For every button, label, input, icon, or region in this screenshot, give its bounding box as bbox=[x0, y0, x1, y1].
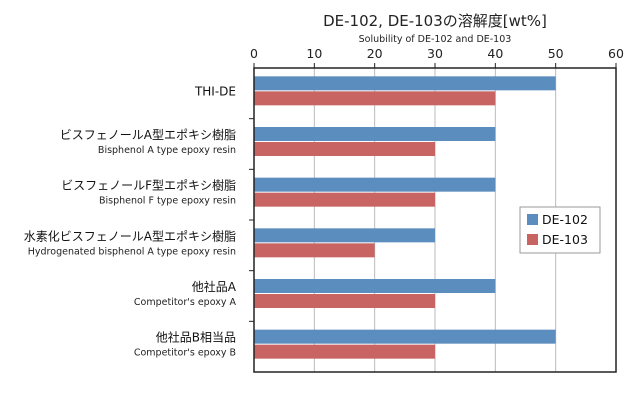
bar-de-102-3 bbox=[254, 228, 435, 243]
category-label: 他社品A bbox=[192, 279, 237, 294]
x-tick-label: 40 bbox=[487, 46, 503, 61]
bar-de-102-0 bbox=[254, 76, 556, 91]
legend-label: DE-103 bbox=[542, 232, 588, 247]
legend-swatch bbox=[527, 234, 538, 245]
legend: DE-102 DE-103 bbox=[519, 206, 601, 254]
category-label: THI-DE bbox=[194, 84, 236, 98]
category-sublabel: Bisphenol A type epoxy resin bbox=[98, 145, 236, 156]
x-tick-label: 50 bbox=[548, 46, 564, 61]
legend-label: DE-102 bbox=[542, 212, 588, 227]
category-label: ビスフェノールF型エポキシ樹脂 bbox=[61, 178, 236, 193]
bar-de-103-4 bbox=[254, 294, 435, 308]
bar-de-102-5 bbox=[254, 329, 556, 344]
bar-de-102-1 bbox=[254, 127, 496, 141]
legend-swatch bbox=[527, 214, 538, 225]
category-label: 水素化ビスフェノールA型エポキシ樹脂 bbox=[24, 228, 236, 243]
category-sublabel: Hydrogenated bisphenol A type epoxy resi… bbox=[28, 246, 236, 257]
chart-subtitle: Solubility of DE-102 and DE-103 bbox=[359, 34, 512, 45]
category-sublabel: Bisphenol F type epoxy resin bbox=[99, 196, 236, 207]
bar-de-103-2 bbox=[254, 192, 435, 207]
x-tick-label: 10 bbox=[306, 46, 322, 61]
chart-title: DE-102, DE-103の溶解度[wt%] bbox=[323, 12, 547, 30]
category-label: ビスフェノールA型エポキシ樹脂 bbox=[60, 127, 236, 142]
bar-de-103-3 bbox=[254, 243, 375, 258]
x-tick-label: 30 bbox=[427, 46, 443, 61]
bar-de-102-2 bbox=[254, 177, 496, 192]
x-tick-label: 20 bbox=[367, 46, 383, 61]
x-tick-label: 0 bbox=[250, 46, 258, 61]
category-label: 他社品B相当品 bbox=[156, 330, 236, 345]
category-sublabel: Competitor's epoxy A bbox=[134, 297, 237, 308]
bar-de-102-4 bbox=[254, 279, 496, 293]
plot-frame bbox=[253, 67, 617, 373]
category-sublabel: Competitor's epoxy B bbox=[134, 348, 236, 359]
x-tick-label: 60 bbox=[608, 46, 624, 61]
bar-de-103-0 bbox=[254, 91, 496, 106]
bar-de-103-5 bbox=[254, 344, 435, 359]
bar-de-103-1 bbox=[254, 142, 435, 156]
